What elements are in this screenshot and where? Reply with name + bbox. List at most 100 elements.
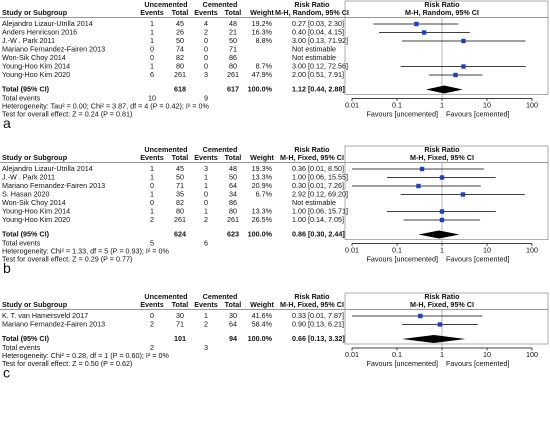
cell: 261 xyxy=(174,215,186,224)
cell: 1 xyxy=(150,189,154,198)
cell: 16.3% xyxy=(252,27,273,36)
cell: 82 xyxy=(176,198,184,207)
cell: 261 xyxy=(227,215,239,224)
group-header: Uncemented xyxy=(144,292,187,301)
point-estimate xyxy=(419,166,425,172)
col-header: Total xyxy=(172,8,189,17)
total-cell: 100.0% xyxy=(248,229,273,238)
study-name: Young-Hoo Kim 2020 xyxy=(2,70,70,79)
study-name: Young-Hoo Kim 2020 xyxy=(2,215,70,224)
cell: 8.7% xyxy=(256,61,273,70)
cell: 86 xyxy=(229,198,237,207)
total-rr: 0.86 [0.30, 2.44] xyxy=(292,229,345,238)
cell: 1 xyxy=(204,206,208,215)
cell: 0 xyxy=(150,53,154,62)
x-tick-label: 0.01 xyxy=(345,350,359,359)
total-cell: 623 xyxy=(227,229,239,238)
study-name: Young-Hoo Kim 2014 xyxy=(2,206,70,215)
cell: 2 xyxy=(204,319,208,328)
cell: 2 xyxy=(204,27,208,36)
cell: 1 xyxy=(204,181,208,190)
cell: 47.9% xyxy=(252,70,273,79)
cell: 20.9% xyxy=(252,181,273,190)
cell: 0 xyxy=(204,36,208,45)
cell: 48 xyxy=(229,19,237,28)
col-header: Events xyxy=(194,300,218,309)
cell: 35 xyxy=(176,189,184,198)
plot-header: Risk Ratio xyxy=(424,145,460,154)
heterogeneity: Heterogeneity: Chi² = 1.33, df = 5 (P = … xyxy=(2,246,169,255)
rr-header: Risk Ratio xyxy=(294,145,330,154)
cell: 19.2% xyxy=(252,19,273,28)
cell: 1 xyxy=(204,172,208,181)
cell: 6.7% xyxy=(256,189,273,198)
col-header: Events xyxy=(140,8,164,17)
panel-label: a xyxy=(3,115,11,131)
x-tick-label: 0.01 xyxy=(345,100,359,109)
total-rr: 1.12 [0.44, 2.88] xyxy=(292,84,345,93)
cell: 50 xyxy=(229,172,237,181)
cell: 2 xyxy=(150,319,154,328)
group-header: Cemented xyxy=(203,292,238,301)
plot-header: Risk Ratio xyxy=(424,0,460,9)
rr-label: 1.00 [0.06, 15.71] xyxy=(292,206,348,215)
cell: 50 xyxy=(229,36,237,45)
point-estimate xyxy=(416,183,421,189)
cell: 4 xyxy=(204,19,208,28)
cell: 80 xyxy=(229,61,237,70)
overall-test: Test for overall effect: Z = 0.29 (P = 0… xyxy=(2,254,132,263)
col-header: Events xyxy=(194,8,218,17)
total-cell: 624 xyxy=(174,229,186,238)
col-header: Total xyxy=(225,153,242,162)
events-cell: 6 xyxy=(204,238,208,247)
plot-subheader: M-H, Fixed, 95% CI xyxy=(410,300,474,309)
point-estimate xyxy=(461,38,466,44)
rr-subheader: M-H, Fixed, 95% CI xyxy=(280,153,344,162)
x-tick-label: 0.1 xyxy=(392,245,402,254)
summary-diamond xyxy=(418,230,460,239)
cell: 71 xyxy=(229,44,237,53)
study-name: Won-Sik Choy 2014 xyxy=(2,198,66,207)
point-estimate xyxy=(437,322,443,327)
col-header: Events xyxy=(140,300,164,309)
point-estimate xyxy=(453,72,458,78)
cell: 8.8% xyxy=(256,36,273,45)
rr-label: 0.36 [0.01, 8.50] xyxy=(292,164,344,173)
cell: 21 xyxy=(229,27,237,36)
cell: 2 xyxy=(204,215,208,224)
total-cell: 618 xyxy=(174,84,186,93)
x-tick-label: 0.1 xyxy=(392,350,402,359)
total-label: Total (95% CI) xyxy=(2,334,50,343)
plot-box xyxy=(344,145,549,240)
rr-label: 3.00 [0.13, 71.92] xyxy=(292,36,348,45)
total-rr: 0.66 [0.13, 3.32] xyxy=(292,334,345,343)
cell: 261 xyxy=(227,70,239,79)
total-label: Total (95% CI) xyxy=(2,229,50,238)
cell: 0 xyxy=(150,181,154,190)
x-tick-label: 10 xyxy=(483,245,491,254)
col-header: Total xyxy=(172,300,189,309)
cell: 261 xyxy=(174,70,186,79)
rr-header: Risk Ratio xyxy=(294,292,330,301)
cell: 1 xyxy=(204,311,208,320)
cell: 64 xyxy=(229,319,237,328)
study-name: Mariano Fernandez-Fairen 2013 xyxy=(2,44,105,53)
favours-left: Favours [uncemented] xyxy=(366,254,438,263)
rr-label: 0.40 [0.04, 4.15] xyxy=(292,27,344,36)
cell: 1 xyxy=(150,164,154,173)
overall-test: Test for overall effect: Z = 0.50 (P = 0… xyxy=(2,359,132,368)
col-header: Weight xyxy=(250,153,274,162)
rr-label: 2.92 [0.12, 69.20] xyxy=(292,189,348,198)
cell: 48 xyxy=(229,164,237,173)
study-name: K. T. van Hamersveld 2017 xyxy=(2,311,88,320)
favours-right: Favours [cemented] xyxy=(446,359,510,368)
favours-right: Favours [cemented] xyxy=(446,109,510,118)
cell: 0 xyxy=(204,44,208,53)
x-tick-label: 1 xyxy=(440,100,444,109)
rr-subheader: M-H, Fixed, 95% CI xyxy=(280,300,344,309)
cell: 71 xyxy=(176,181,184,190)
cell: 26.5% xyxy=(252,215,273,224)
overall-test: Test for overall effect: Z = 0.24 (P = 0… xyxy=(2,109,132,118)
cell: 0 xyxy=(150,198,154,207)
